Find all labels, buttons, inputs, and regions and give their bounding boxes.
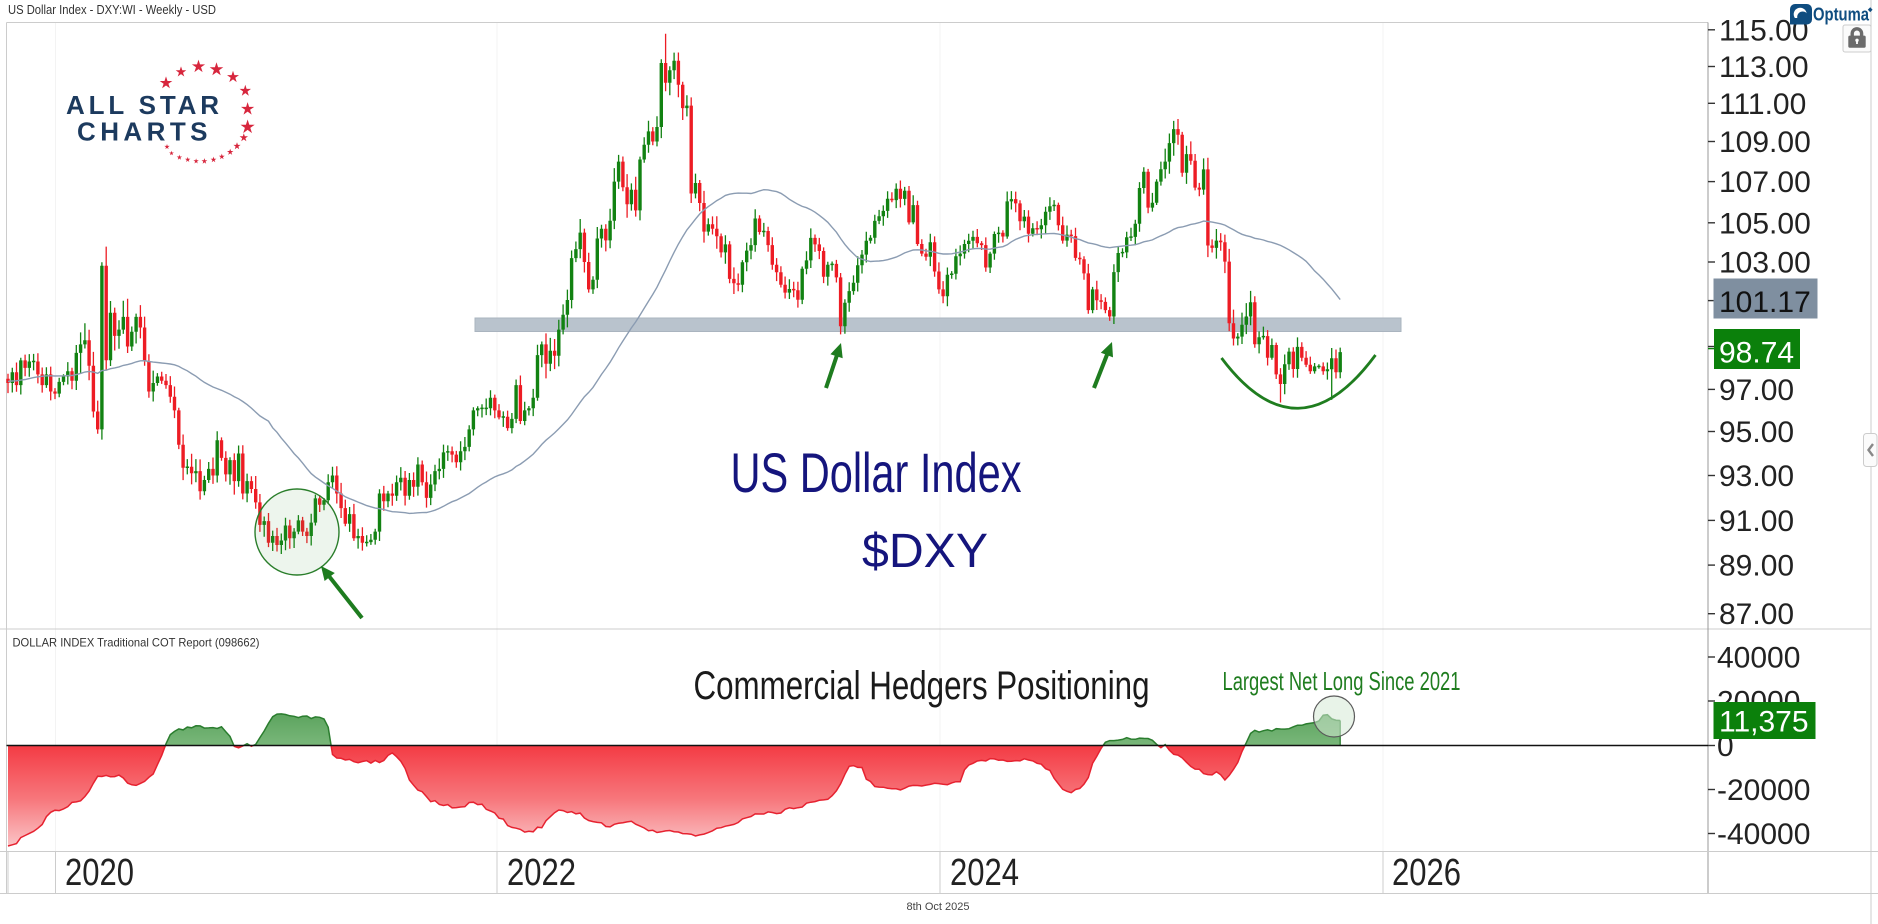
svg-text:109.00: 109.00: [1719, 126, 1811, 159]
svg-text:2026: 2026: [1392, 852, 1461, 894]
svg-text:95.00: 95.00: [1719, 416, 1794, 449]
svg-text:11,375: 11,375: [1719, 706, 1809, 739]
svg-text:2024: 2024: [950, 852, 1019, 894]
svg-text:$DXY: $DXY: [862, 525, 988, 578]
svg-text:US Dollar Index - DXY:WI - Wee: US Dollar Index - DXY:WI - Weekly - USD: [8, 3, 216, 17]
svg-text:113.00: 113.00: [1719, 51, 1809, 84]
svg-text:103.00: 103.00: [1719, 247, 1811, 280]
svg-text:89.00: 89.00: [1719, 550, 1794, 583]
svg-text:107.00: 107.00: [1719, 166, 1811, 199]
svg-text:97.00: 97.00: [1719, 374, 1794, 407]
svg-text:DOLLAR INDEX Traditional COT R: DOLLAR INDEX Traditional COT Report (098…: [13, 636, 260, 650]
svg-text:40000: 40000: [1717, 642, 1800, 675]
svg-text:101.17: 101.17: [1719, 286, 1811, 319]
svg-text:98.74: 98.74: [1719, 337, 1794, 370]
svg-text:87.00: 87.00: [1719, 598, 1794, 631]
svg-text:2020: 2020: [65, 852, 134, 894]
svg-text:91.00: 91.00: [1719, 505, 1794, 538]
svg-text:Largest Net Long Since 2021: Largest Net Long Since 2021: [1223, 666, 1461, 696]
svg-text:2022: 2022: [507, 852, 576, 894]
svg-text:Commercial Hedgers Positioning: Commercial Hedgers Positioning: [694, 664, 1150, 708]
svg-text:US Dollar Index: US Dollar Index: [731, 441, 1022, 504]
svg-text:-40000: -40000: [1717, 818, 1810, 851]
svg-text:-20000: -20000: [1717, 774, 1810, 807]
svg-text:93.00: 93.00: [1719, 460, 1794, 493]
svg-text:105.00: 105.00: [1719, 207, 1811, 240]
svg-text:111.00: 111.00: [1719, 88, 1806, 121]
svg-text:8th Oct 2025: 8th Oct 2025: [907, 901, 970, 913]
svg-text:ALL STAR: ALL STAR: [66, 90, 219, 120]
svg-text:Optuma: Optuma: [1813, 5, 1870, 25]
